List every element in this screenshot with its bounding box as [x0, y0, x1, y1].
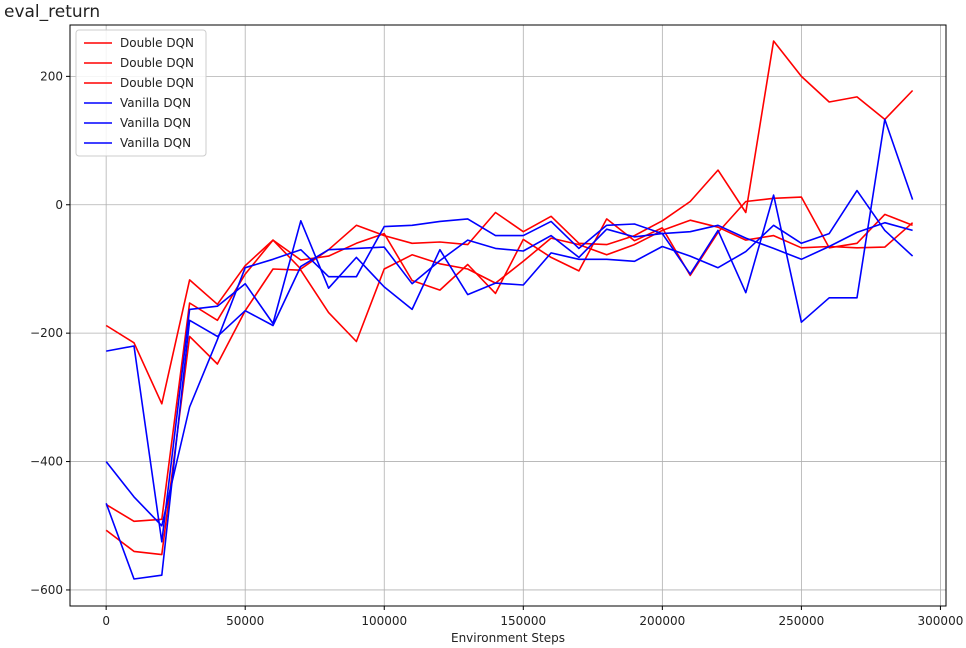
y-tick-label: −200: [30, 326, 63, 340]
plot-frame: [69, 24, 947, 607]
series-line-6: [105, 221, 913, 580]
legend-label: Double DQN: [120, 36, 194, 50]
series-line-1: [105, 40, 914, 405]
series-line-2: [105, 219, 914, 556]
series-line-5: [105, 118, 914, 527]
x-tick-label: 250000: [778, 614, 824, 628]
page-title: eval_return: [4, 2, 101, 22]
legend: Double DQN Double DQN Double DQN Vanilla DQ…: [75, 29, 207, 157]
y-tick-label: 0: [55, 198, 63, 212]
legend-label: Vanilla DQN: [120, 116, 191, 130]
grid: [70, 25, 946, 606]
series-line-4: [106, 189, 914, 543]
legend-label: Double DQN: [120, 76, 194, 90]
y-axis: −600 −400 −200 0 200: [30, 69, 70, 597]
x-tick-label: 0: [102, 614, 110, 628]
x-tick-label: 300000: [918, 614, 964, 628]
y-tick-label: 200: [40, 69, 63, 83]
legend-label: Vanilla DQN: [120, 96, 191, 110]
x-tick-label: 50000: [226, 614, 264, 628]
y-tick-label: −600: [30, 583, 63, 597]
x-axis: 0 50000 100000 150000 200000 250000 300000: [102, 606, 963, 628]
x-tick-label: 200000: [639, 614, 685, 628]
legend-label: Double DQN: [120, 56, 194, 70]
x-tick-label: 100000: [361, 614, 407, 628]
legend-label: Vanilla DQN: [120, 136, 191, 150]
x-tick-label: 150000: [500, 614, 546, 628]
legend-box: [75, 29, 207, 157]
series-lines: [105, 40, 914, 580]
y-tick-label: −400: [30, 455, 63, 469]
x-axis-label: Environment Steps: [451, 631, 565, 645]
series-line-3: [105, 196, 913, 523]
